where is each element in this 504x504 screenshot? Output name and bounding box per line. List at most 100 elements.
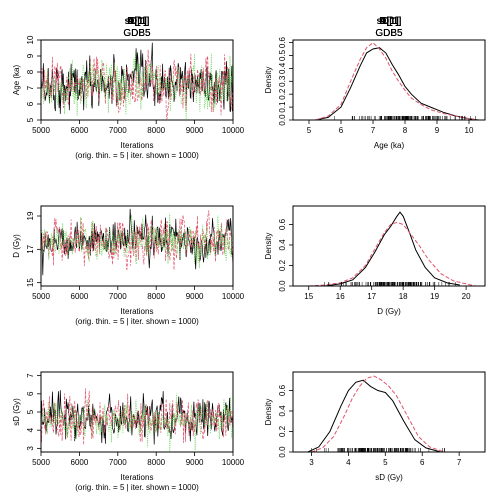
- density-chain-1: [315, 47, 479, 120]
- density-chain-2: [315, 41, 479, 120]
- plot-frame: [40, 205, 234, 287]
- panel-subtitle: GDB5: [375, 28, 403, 39]
- y-tick-label: 7: [26, 373, 35, 378]
- x-tick-label: 7000: [109, 126, 127, 135]
- trace-chain-2: [41, 210, 233, 271]
- y-tick-label: 7: [26, 85, 35, 90]
- plot-frame: [40, 39, 234, 121]
- y-axis-label: D (Gy): [12, 234, 21, 258]
- y-tick-label: 0.2: [278, 425, 287, 437]
- y-tick-label: 0.4: [278, 239, 287, 251]
- y-tick-label: 0.4: [278, 405, 287, 417]
- y-tick-label: 0.3: [278, 75, 287, 87]
- y-tick-label: 0.6: [278, 384, 287, 396]
- rug-marks: [324, 282, 456, 286]
- x-tick-label: 8000: [147, 126, 165, 135]
- x-axis-note: (orig. thin. = 5 | iter. shown = 1000): [75, 483, 199, 492]
- x-axis-note: (orig. thin. = 5 | iter. shown = 1000): [75, 151, 199, 160]
- trace-chain-1: [41, 42, 233, 114]
- y-tick-label: 0.0: [278, 114, 287, 126]
- y-tick-label: 5: [26, 117, 35, 122]
- panel-subtitle: GDB5: [375, 28, 403, 39]
- x-tick-label: 20: [462, 292, 471, 301]
- x-tick-label: 8: [403, 126, 408, 135]
- panel-title: D[1]: [379, 16, 398, 27]
- x-tick-label: 4: [346, 458, 351, 467]
- x-tick-label: 6000: [71, 126, 89, 135]
- x-tick-label: 8000: [147, 292, 165, 301]
- x-tick-label: 19: [430, 292, 439, 301]
- x-axis-label: D (Gy): [377, 307, 401, 316]
- y-tick-label: 0.6: [278, 218, 287, 230]
- trace-chain-3: [41, 393, 233, 452]
- panel-5: sD[1]GDB5 5000 6000 7000 8000 9000 10000 3 4 5 6 7 I…: [12, 16, 245, 492]
- y-tick-label: 0.2: [278, 259, 287, 271]
- x-axis-label: Age (ka): [374, 141, 405, 150]
- x-tick-label: 9: [435, 126, 440, 135]
- x-tick-label: 9000: [186, 292, 204, 301]
- trace-chain-3: [41, 51, 233, 120]
- y-tick-label: 0.2: [278, 88, 287, 100]
- panel-3: D[1]GDB5 5000 6000 7000 8000 9000 10000 15 17 19 I…: [12, 16, 245, 326]
- density-chain-1: [324, 211, 460, 286]
- y-tick-label: 0.1: [278, 101, 287, 113]
- x-tick-label: 8000: [147, 458, 165, 467]
- x-tick-label: 10000: [222, 292, 245, 301]
- y-tick-label: 4: [26, 427, 35, 432]
- y-tick-label: 15: [26, 278, 35, 287]
- x-tick-label: 10000: [222, 126, 245, 135]
- y-tick-label: 6: [26, 101, 35, 106]
- y-axis-label: Age (ka): [12, 65, 21, 96]
- density-chain-2: [311, 375, 445, 452]
- x-tick-label: 7: [457, 458, 462, 467]
- panel-1: A[1]GDB5 5000 6000 7000 8000 9000 10000 5 6 7 8 9 10…: [12, 16, 245, 160]
- y-axis-label: Density: [264, 233, 273, 260]
- density-chain-2: [308, 221, 476, 286]
- plot-area: [41, 208, 233, 276]
- y-axis-label: sD (Gy): [12, 398, 21, 426]
- panel-6: sD[1]GDB5 3 4 5 6 7 0.0 0.2 0.4 0.6 sD (Gy) Density: [264, 16, 486, 482]
- y-tick-label: 19: [26, 211, 35, 220]
- panel-2: A[1]GDB5 5 6 7 8 9 10 0.00.10.20.30.40.50.6 Age …: [264, 16, 486, 150]
- panel-title: sD[1]: [124, 16, 149, 27]
- x-tick-label: 7: [371, 126, 376, 135]
- trace-chain-3: [41, 213, 233, 268]
- panel-subtitle: GDB5: [123, 28, 151, 39]
- y-tick-label: 6: [26, 391, 35, 396]
- y-tick-label: 3: [26, 446, 35, 451]
- rug-marks: [334, 116, 476, 120]
- x-axis-note: (orig. thin. = 5 | iter. shown = 1000): [75, 317, 199, 326]
- x-axis-label: sD (Gy): [375, 473, 403, 482]
- x-axis-label: Iterations: [121, 307, 154, 316]
- panel-title: D[1]: [127, 16, 146, 27]
- plot-area: [41, 42, 233, 120]
- panel-subtitle: GDB5: [123, 28, 151, 39]
- panel-title: A[1]: [127, 16, 146, 27]
- plot-frame: [292, 205, 486, 287]
- y-tick-label: 5: [26, 409, 35, 414]
- panel-title: sD[1]: [376, 16, 401, 27]
- x-tick-label: 6000: [71, 292, 89, 301]
- x-tick-label: 6000: [71, 458, 89, 467]
- plot-area: [293, 375, 485, 452]
- plot-area: [293, 41, 485, 120]
- y-tick-label: 9: [26, 53, 35, 58]
- y-tick-label: 8: [26, 69, 35, 74]
- y-tick-label: 0.4: [278, 62, 287, 74]
- x-tick-label: 7000: [109, 458, 127, 467]
- y-tick-label: 0.5: [278, 49, 287, 61]
- plot-area: [293, 211, 485, 286]
- panel-title: A[1]: [379, 16, 398, 27]
- x-tick-label: 18: [399, 292, 408, 301]
- panel-subtitle: GDB5: [123, 28, 151, 39]
- rug-marks: [311, 448, 445, 452]
- panel-subtitle: GDB5: [375, 28, 403, 39]
- x-tick-label: 16: [336, 292, 345, 301]
- panel-4: D[1]GDB5 15 16 17 18 19 20 0.0 0.2 0.4 0.6 D (Gy) De…: [264, 16, 486, 316]
- y-tick-label: 0.0: [278, 446, 287, 458]
- plot-frame: [292, 371, 486, 453]
- x-axis-label: Iterations: [121, 473, 154, 482]
- plot-area: [41, 388, 233, 452]
- x-tick-label: 9000: [186, 458, 204, 467]
